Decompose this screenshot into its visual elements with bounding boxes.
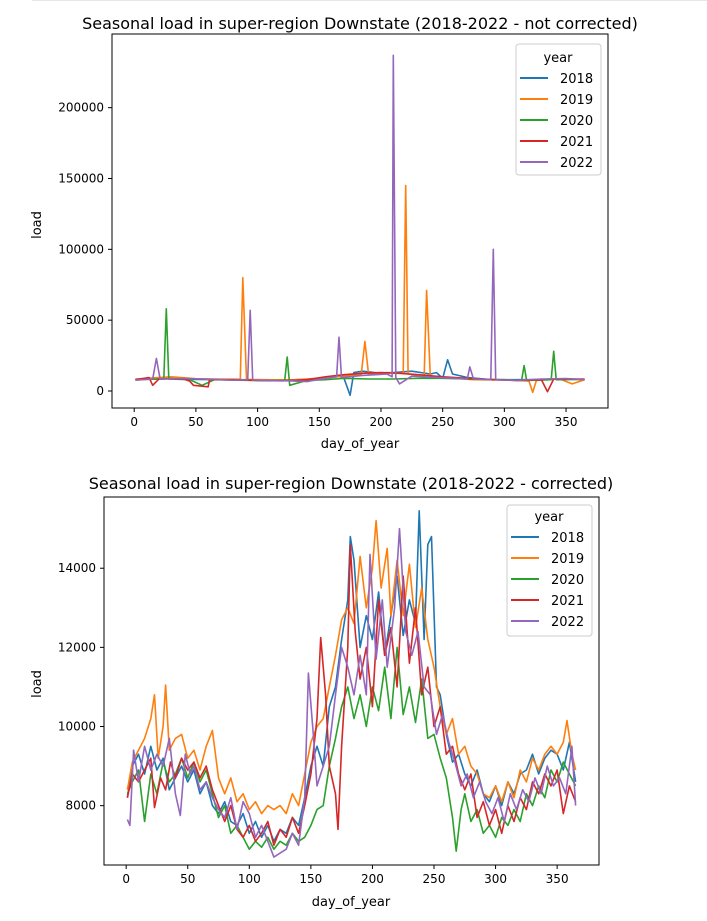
series-line-2021 [126,543,577,847]
x-tick-label: 300 [493,415,516,429]
legend-label-2018: 2018 [560,72,593,87]
chart-title: Seasonal load in super-region Downstate … [89,474,613,493]
x-tick-label: 300 [484,872,507,886]
series-line-2019 [126,519,577,815]
y-tick-label: 200000 [58,101,104,115]
top-divider [32,0,707,1]
y-tick-label: 8000 [65,799,96,813]
chart-title: Seasonal load in super-region Downstate … [82,14,638,33]
x-tick-label: 100 [238,872,261,886]
legend-label-2018: 2018 [551,531,584,546]
legend-label-2019: 2019 [551,552,584,567]
series-line-2022 [135,54,585,385]
legend-label-2020: 2020 [560,114,593,129]
axis-ticks: 0 50 100 150 200 250 300 350 8000 10000 12000 14000 [58,561,569,886]
x-tick-label: 100 [246,415,269,429]
x-tick-label: 250 [423,872,446,886]
x-tick-label: 350 [546,872,569,886]
y-tick-label: 10000 [58,720,96,734]
series-line-2022 [126,527,577,858]
y-axis-label: load [30,211,45,239]
y-tick-label: 12000 [58,640,96,654]
x-axis-label: day_of_year [321,437,400,452]
legend-label-2019: 2019 [560,93,593,108]
x-axis-label: day_of_year [312,895,391,910]
chart-corrected: Seasonal load in super-region Downstate … [30,474,613,910]
x-tick-label: 200 [361,872,384,886]
x-tick-label: 350 [555,415,578,429]
x-tick-label: 0 [130,415,138,429]
legend-label-2020: 2020 [551,573,584,588]
x-tick-label: 0 [122,872,130,886]
x-tick-label: 150 [308,415,331,429]
x-tick-label: 50 [188,415,203,429]
chart-not-corrected: Seasonal load in super-region Downstate … [30,14,638,452]
x-tick-label: 200 [370,415,393,429]
y-axis-label: load [30,670,45,698]
y-tick-label: 0 [96,384,104,398]
y-tick-label: 14000 [58,561,96,575]
legend-label-2021: 2021 [560,135,593,150]
legend: year 2018 2019 2020 2021 2022 [506,504,593,637]
y-tick-label: 100000 [58,242,104,256]
legend-label-2021: 2021 [551,594,584,609]
legend: year 2018 2019 2020 2021 2022 [515,43,602,176]
legend-frame [515,43,602,176]
legend-title: year [534,510,564,525]
legend-title: year [543,51,573,66]
y-tick-label: 50000 [66,313,104,327]
series-line-2020 [135,307,585,387]
axis-ticks: 0 50 100 150 200 250 300 350 0 50000 100000 150000 2… [58,101,577,429]
y-tick-label: 150000 [58,172,104,186]
legend-label-2022: 2022 [551,615,584,630]
series-lines [126,509,577,858]
legend-label-2022: 2022 [560,156,593,171]
x-tick-label: 250 [431,415,454,429]
series-lines [135,54,585,397]
x-tick-label: 150 [299,872,322,886]
x-tick-label: 50 [180,872,195,886]
